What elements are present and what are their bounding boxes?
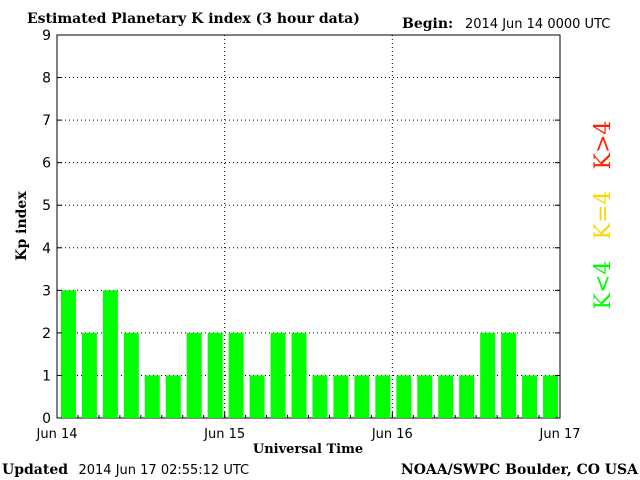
chart-title: Estimated Planetary K index (3 hour data… [27, 11, 360, 27]
kp-bar [249, 375, 265, 418]
y-axis-ticks: 0 1 2 3 4 5 6 7 8 9 [42, 28, 560, 427]
kp-bar [102, 290, 118, 418]
kp-bar [270, 332, 286, 418]
updated-label: Updated [2, 462, 68, 478]
kp-bar [375, 375, 391, 418]
kp-bar [354, 375, 370, 418]
bars [61, 290, 558, 418]
y-tick-label: 1 [42, 368, 51, 384]
x-axis-label: Universal Time [253, 442, 363, 457]
x-tick-label: Jun 15 [203, 427, 245, 442]
kp-bar [438, 375, 454, 418]
updated-value: 2014 Jun 17 02:55:12 UTC [78, 463, 249, 478]
begin-value: 2014 Jun 14 0000 UTC [465, 17, 610, 32]
legend-item: K<4 [591, 261, 616, 310]
y-tick-label: 0 [42, 411, 51, 427]
x-tick-label: Jun 14 [36, 427, 78, 442]
kp-bar [186, 332, 202, 418]
y-tick-label: 2 [42, 326, 51, 342]
y-axis-label: Kp index [14, 191, 30, 261]
kp-bar [144, 375, 160, 418]
legend-item: K>4 [591, 121, 616, 170]
x-tick-label: Jun 17 [539, 427, 581, 442]
kp-bar [522, 375, 538, 418]
y-tick-label: 5 [42, 198, 51, 214]
kp-bar [228, 332, 244, 418]
x-axis-ticks: Jun 14 Jun 15 Jun 16 Jun 17 [36, 412, 581, 442]
kp-bar [207, 332, 223, 418]
legend-item: K=4 [591, 191, 616, 240]
kp-bar [81, 332, 97, 418]
updated-line: Updated 2014 Jun 17 02:55:12 UTC [2, 462, 249, 478]
kp-bar [165, 375, 181, 418]
y-tick-label: 9 [42, 28, 51, 44]
kp-bar [417, 375, 433, 418]
y-tick-label: 7 [42, 113, 51, 129]
kp-bar [480, 332, 496, 418]
kp-bar [543, 375, 558, 418]
legend: K<4 K=4 K>4 [591, 121, 616, 310]
y-tick-label: 6 [42, 156, 51, 172]
y-tick-label: 4 [42, 241, 51, 257]
kp-bar [312, 375, 328, 418]
y-tick-label: 8 [42, 71, 51, 87]
x-tick-label: Jun 16 [371, 427, 413, 442]
kp-bar [291, 332, 307, 418]
begin-label: Begin: [402, 16, 453, 32]
kp-bar [123, 332, 139, 418]
kp-bar [501, 332, 517, 418]
kp-bar [459, 375, 475, 418]
kp-bar [61, 290, 76, 418]
source-credit: NOAA/SWPC Boulder, CO USA [401, 462, 639, 478]
kp-bar [396, 375, 412, 418]
kp-bar [333, 375, 349, 418]
y-tick-label: 3 [42, 283, 51, 299]
